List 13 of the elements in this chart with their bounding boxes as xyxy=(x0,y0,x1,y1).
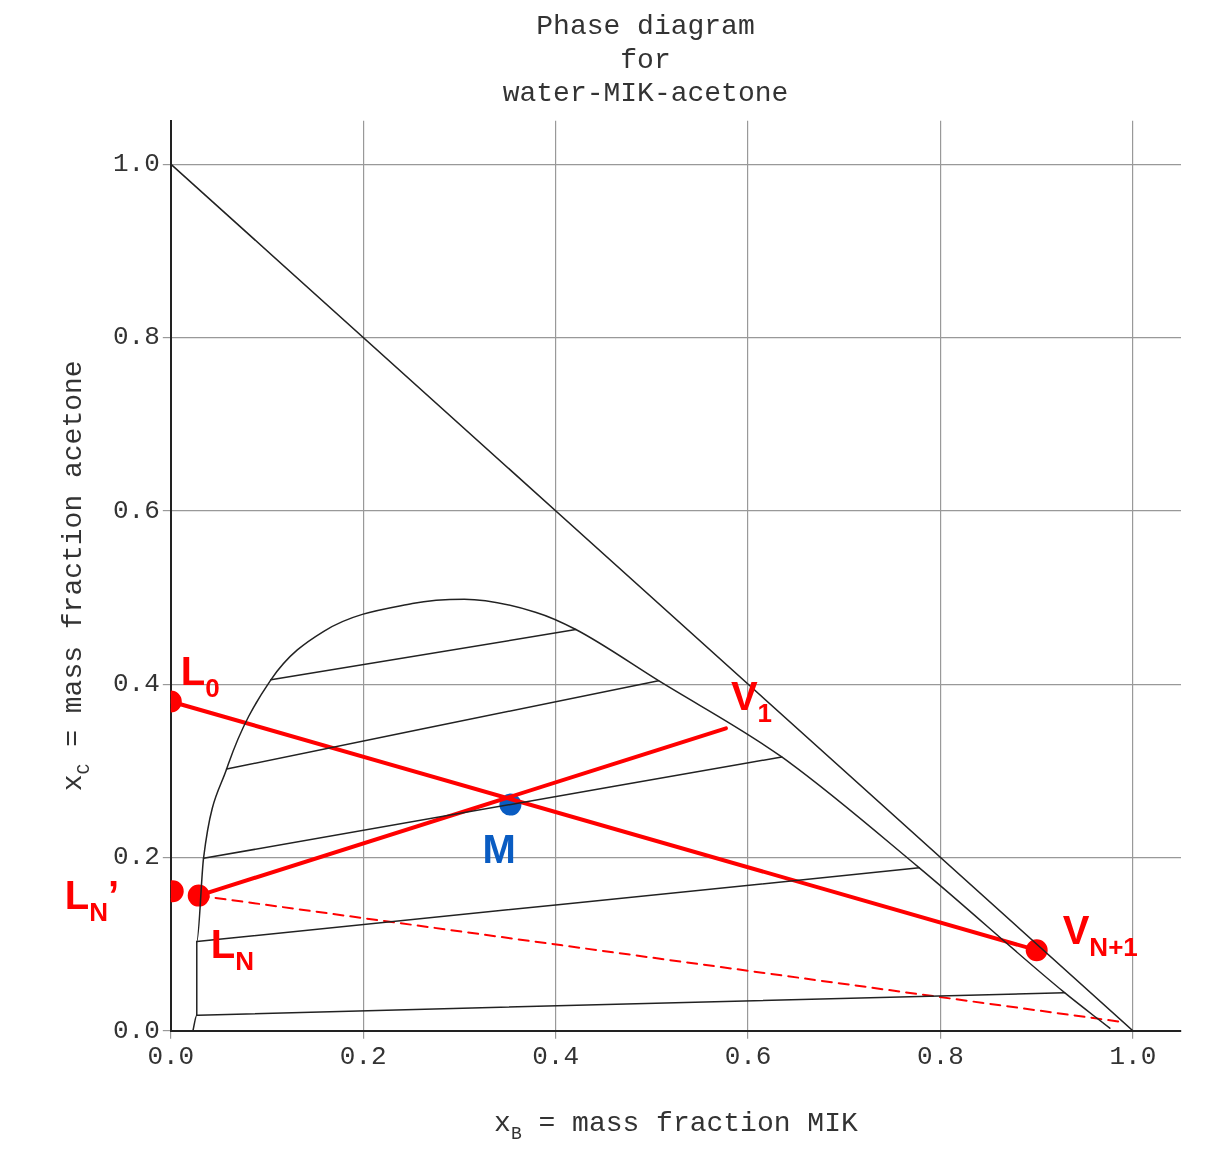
y-axis-title: xC = mass fraction acetone xyxy=(57,360,95,792)
series-label: M xyxy=(482,826,516,871)
y-tick-label: 0.8 xyxy=(113,322,160,353)
x-tick-label: 0.2 xyxy=(339,1042,387,1073)
chart-title: Phase diagram for water-MIK-acetone xyxy=(502,11,789,110)
x-tick-label: 0.4 xyxy=(532,1042,580,1073)
y-tick-label: 0.6 xyxy=(113,495,160,526)
x-tick-label: 1.0 xyxy=(1109,1042,1157,1073)
y-tick-label: 0.2 xyxy=(113,842,160,873)
x-tick-label: 0.6 xyxy=(724,1042,772,1073)
y-tick-label: 0.4 xyxy=(113,669,160,700)
x-tick-label: 0.8 xyxy=(917,1042,964,1073)
y-tick-label: 1.0 xyxy=(113,149,160,180)
